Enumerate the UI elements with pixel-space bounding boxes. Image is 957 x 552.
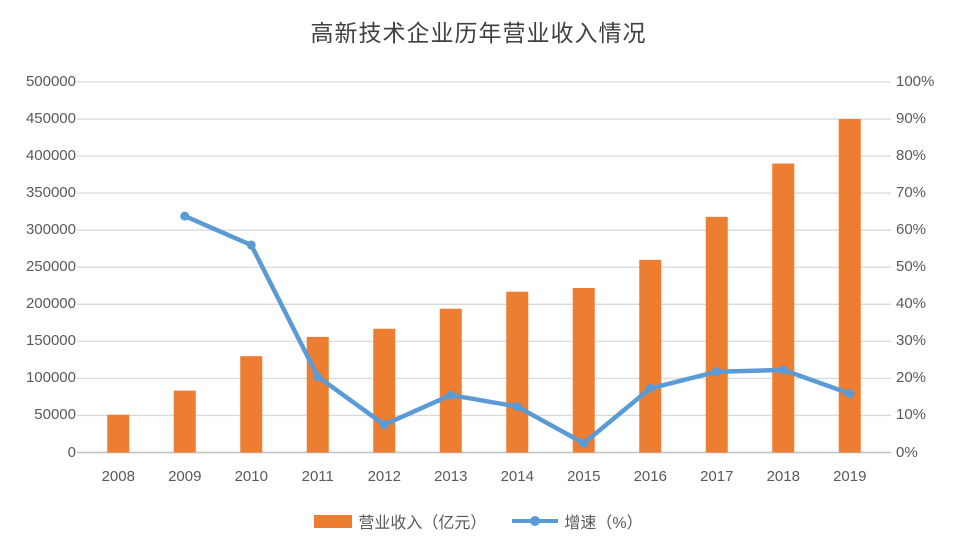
x-axis-label-2019: 2019: [833, 468, 867, 485]
bar-2018: [772, 163, 795, 453]
growth-marker-2014: [512, 402, 522, 412]
bar-2011: [306, 336, 329, 453]
left-axis-label: 50000: [34, 406, 76, 424]
legend-item-revenue: 营业收入（亿元）: [314, 509, 486, 533]
x-axis-label-2012: 2012: [367, 468, 401, 485]
left-axis-label: 300000: [25, 221, 76, 239]
left-axis-label: 250000: [25, 258, 76, 276]
x-axis-label-2008: 2008: [101, 468, 135, 485]
growth-marker-2018: [778, 365, 788, 375]
growth-marker-2019: [845, 389, 855, 399]
left-axis-label: 150000: [25, 332, 76, 350]
bar-2014: [506, 291, 529, 453]
x-axis-label-2014: 2014: [500, 468, 534, 485]
legend-label: 增速（%）: [564, 515, 643, 532]
left-axis-label: 400000: [25, 147, 76, 165]
growth-marker-2009: [180, 211, 190, 221]
x-axis-label-2018: 2018: [766, 468, 800, 485]
left-axis-label: 350000: [25, 184, 76, 202]
bar-2009: [173, 390, 196, 453]
legend-item-growth: 增速（%）: [512, 509, 643, 533]
right-axis-label: 90%: [896, 110, 927, 128]
chart-legend: 营业收入（亿元） 增速（%）: [0, 509, 957, 533]
right-axis-label: 60%: [896, 221, 927, 239]
left-axis-label: 200000: [25, 295, 76, 313]
x-axis-label-2010: 2010: [234, 468, 268, 485]
growth-marker-2017: [712, 367, 722, 377]
x-axis-label-2013: 2013: [434, 468, 468, 485]
left-axis-label: 100000: [25, 369, 76, 387]
x-axis-label-2011: 2011: [301, 468, 334, 485]
x-axis-label-2017: 2017: [700, 468, 734, 485]
right-axis-label: 10%: [896, 406, 927, 424]
bar-2010: [240, 356, 263, 453]
legend-line-marker: [530, 516, 541, 526]
right-axis-label: 70%: [896, 184, 927, 202]
legend-line-swatch: [512, 516, 559, 526]
left-axis-label: 500000: [25, 73, 76, 90]
left-axis-label: 450000: [25, 110, 76, 128]
legend-label: 营业收入（亿元）: [358, 515, 487, 532]
right-axis-label: 50%: [896, 258, 927, 276]
growth-marker-2015: [579, 438, 589, 448]
bar-2017: [705, 216, 728, 453]
growth-marker-2010: [246, 240, 256, 250]
right-axis-label: 30%: [896, 332, 927, 350]
growth-marker-2013: [446, 390, 456, 400]
right-axis-label: 40%: [896, 295, 927, 313]
right-axis-label: 0%: [896, 443, 918, 461]
x-axis-label-2015: 2015: [567, 468, 601, 485]
bar-2015: [572, 287, 595, 453]
growth-marker-2011: [313, 372, 323, 382]
bar-2008: [107, 414, 130, 453]
chart-title: 高新技术企业历年营业收入情况: [310, 21, 647, 47]
right-axis-label: 80%: [896, 147, 927, 165]
legend-bar-swatch: [314, 514, 353, 528]
growth-marker-2012: [379, 420, 389, 430]
left-axis-label: 0: [67, 443, 76, 461]
bar-2012: [373, 328, 396, 453]
x-axis-label-2016: 2016: [633, 468, 667, 485]
bar-2016: [639, 259, 662, 453]
growth-marker-2016: [645, 383, 655, 393]
x-axis-label-2009: 2009: [168, 468, 202, 485]
right-axis-label: 100%: [896, 73, 935, 90]
bar-2019: [838, 119, 861, 453]
right-axis-label: 20%: [896, 369, 927, 387]
bar-2013: [439, 308, 462, 453]
